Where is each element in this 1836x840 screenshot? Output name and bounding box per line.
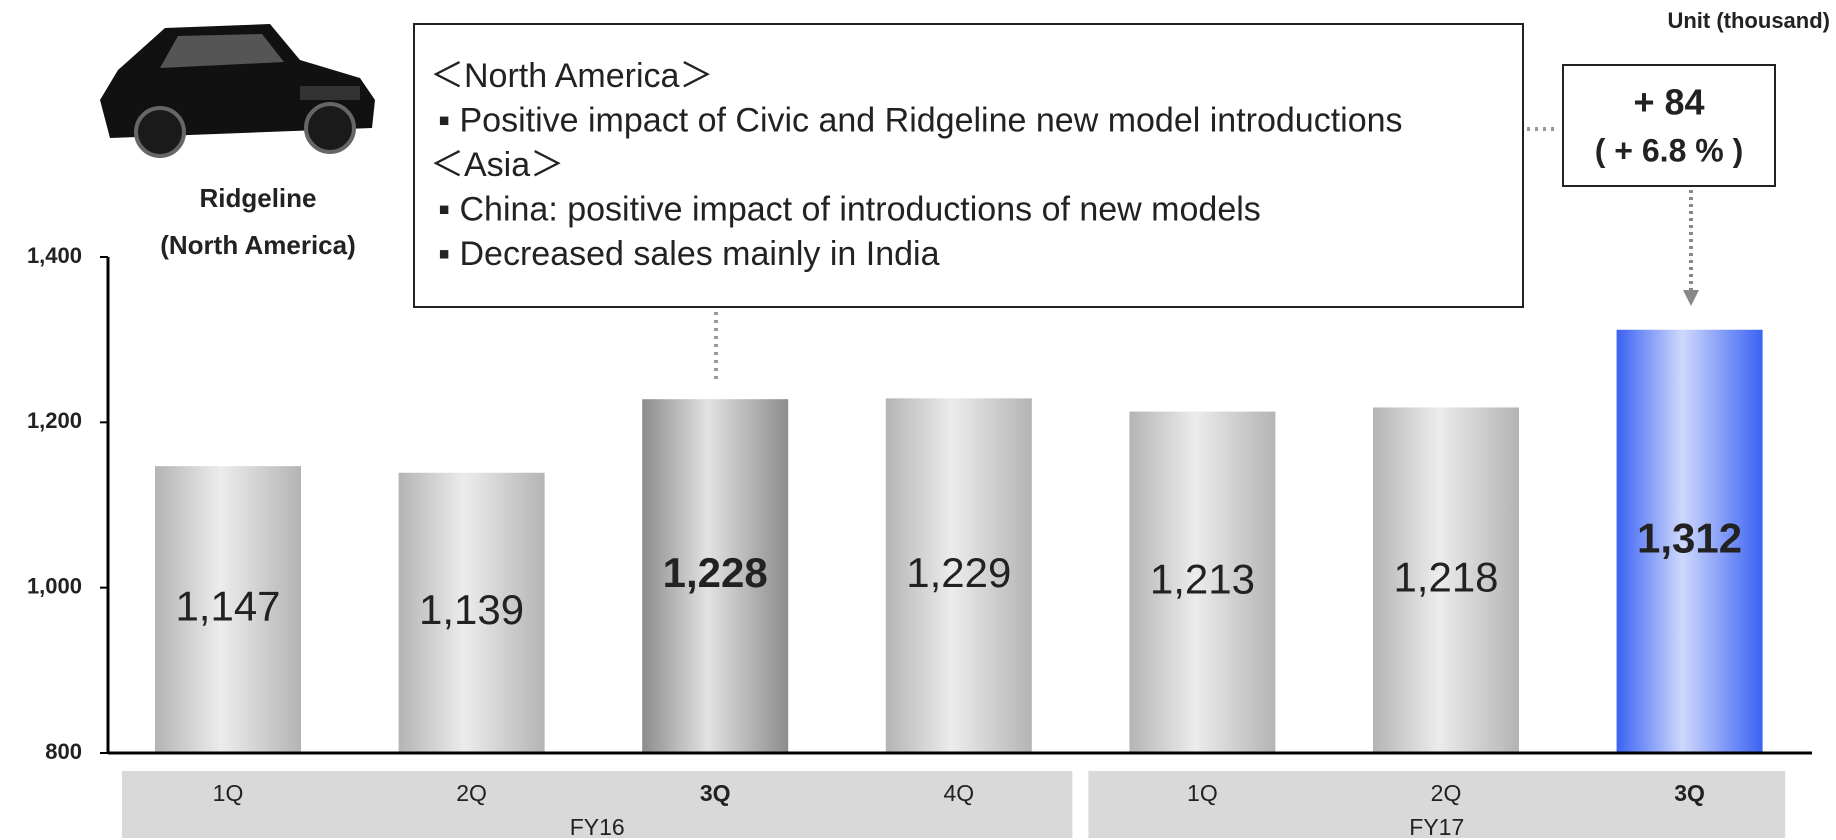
bar bbox=[398, 472, 545, 753]
change-text: ( + 6.8 % ) bbox=[1595, 132, 1744, 168]
x-tick-label: 3Q bbox=[700, 780, 731, 806]
annotation-text: ▪ Decreased sales mainly in India bbox=[438, 235, 940, 273]
bar bbox=[1373, 407, 1519, 753]
annotation-text: ＜North America＞ bbox=[430, 57, 713, 95]
group-band bbox=[1088, 771, 1786, 838]
annotation-text: ▪ China: positive impact of introduction… bbox=[438, 190, 1261, 228]
change-text: + 84 bbox=[1633, 82, 1704, 123]
y-tick-label: 800 bbox=[45, 739, 82, 764]
y-tick-label: 1,200 bbox=[27, 408, 82, 433]
arrow-head bbox=[1683, 290, 1699, 306]
unit-label: Unit (thousand) bbox=[1667, 8, 1830, 33]
bar bbox=[642, 399, 789, 753]
group-label: FY17 bbox=[1409, 814, 1464, 840]
value-label: 1,229 bbox=[906, 549, 1011, 596]
group-label: FY16 bbox=[570, 814, 625, 840]
y-tick-label: 1,000 bbox=[27, 573, 82, 598]
annotation-text: ＜Asia＞ bbox=[430, 146, 564, 184]
group-band bbox=[122, 771, 1073, 838]
bar bbox=[155, 466, 301, 753]
x-tick-label: 2Q bbox=[1431, 780, 1462, 806]
x-tick-label: 1Q bbox=[213, 780, 244, 806]
value-label: 1,139 bbox=[419, 586, 524, 633]
bar bbox=[1129, 411, 1276, 753]
image-caption: (North America) bbox=[160, 230, 356, 260]
value-label: 1,228 bbox=[663, 549, 768, 596]
x-tick-label: 2Q bbox=[456, 780, 487, 806]
bar bbox=[885, 398, 1032, 753]
truck-image bbox=[100, 24, 375, 158]
value-label: 1,147 bbox=[175, 583, 280, 630]
value-label: 1,312 bbox=[1637, 514, 1742, 561]
x-tick-label: 4Q bbox=[943, 780, 974, 806]
bar bbox=[1616, 329, 1763, 753]
x-tick-label: 1Q bbox=[1187, 780, 1218, 806]
annotation-text: ▪ Positive impact of Civic and Ridgeline… bbox=[438, 101, 1403, 139]
image-caption: Ridgeline bbox=[199, 183, 316, 213]
value-label: 1,213 bbox=[1150, 555, 1255, 602]
annotation-box bbox=[413, 23, 1524, 308]
x-tick-label: 3Q bbox=[1674, 780, 1705, 806]
value-label: 1,218 bbox=[1393, 553, 1498, 600]
y-tick-label: 1,400 bbox=[27, 243, 82, 268]
change-box bbox=[1562, 64, 1776, 187]
